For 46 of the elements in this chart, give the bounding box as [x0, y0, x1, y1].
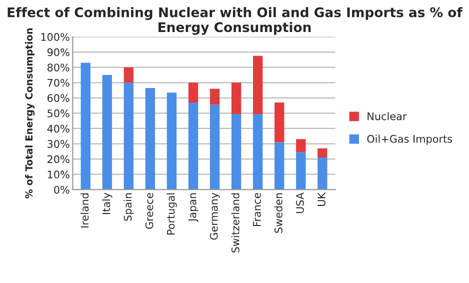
bar — [188, 82, 198, 103]
y-tick-label: 90% — [47, 48, 70, 56]
bar — [231, 114, 242, 190]
x-tick-label: UK — [318, 192, 326, 206]
bar — [80, 62, 90, 190]
x-tick-label: Japan — [188, 193, 198, 222]
bar — [145, 88, 156, 190]
y-tick-label: 40% — [47, 124, 70, 133]
bar — [210, 104, 220, 190]
bar — [231, 82, 242, 114]
bar — [274, 102, 284, 142]
y-tick-label: 70% — [48, 78, 70, 87]
bar — [188, 102, 198, 190]
y-tick-label: 10% — [48, 170, 70, 178]
x-tick-label: Spain — [124, 193, 134, 221]
y-tick-label: 20% — [48, 155, 70, 164]
bar — [252, 114, 263, 190]
x-tick-label: France — [253, 192, 261, 226]
y-tick-label: 80% — [47, 64, 70, 72]
bar — [166, 92, 177, 190]
bar — [252, 56, 263, 114]
x-tick-label: Italy — [102, 192, 112, 214]
y-tick-label: 0% — [54, 186, 70, 194]
bar — [296, 152, 306, 190]
bar — [124, 67, 134, 83]
legend-label: Nuclear — [368, 112, 407, 120]
legend-label: Oil+Gas Imports — [367, 134, 452, 145]
bar — [274, 142, 284, 190]
x-tick-label: Switzerland — [231, 193, 240, 252]
y-tick-label: 50% — [48, 109, 70, 118]
y-axis-title: % of Total Energy Consumption — [25, 28, 35, 198]
bar — [124, 82, 134, 190]
bar — [318, 158, 328, 190]
bar — [318, 148, 328, 158]
x-tick-label: Greece — [145, 192, 154, 229]
x-tick-label: Sweden — [274, 193, 282, 233]
bar — [210, 88, 220, 105]
y-tick-label: 100% — [41, 33, 70, 41]
y-tick-label: 30% — [48, 140, 70, 148]
x-tick-label: Germany — [210, 192, 220, 240]
x-tick-label: Portugal — [166, 193, 177, 234]
x-tick-label: USA — [296, 192, 304, 214]
y-tick-label: 60% — [47, 94, 70, 102]
x-tick-label: Ireland — [80, 193, 89, 228]
bar — [102, 74, 112, 190]
bar — [296, 139, 306, 152]
